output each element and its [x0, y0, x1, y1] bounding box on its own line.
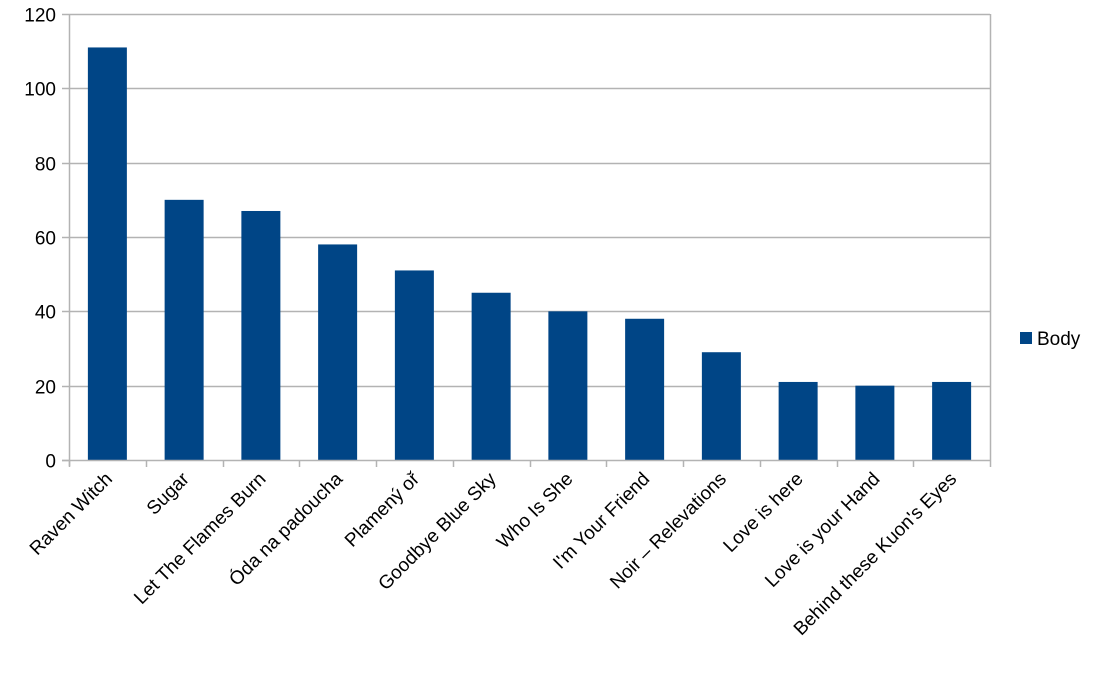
- x-tick-label: Raven Witch: [26, 469, 117, 560]
- bar: [394, 270, 434, 460]
- bars: [87, 47, 972, 461]
- x-tick-label: Sugar: [143, 468, 194, 519]
- y-tick-label: 20: [35, 378, 56, 399]
- x-tick-label: Behind these Kuon's Eyes: [790, 469, 961, 640]
- y-tick-label: 60: [35, 229, 56, 250]
- x-tick-label: Who Is She: [493, 469, 577, 553]
- bar: [625, 318, 665, 460]
- bar: [318, 244, 358, 460]
- y-tick-label: 80: [35, 155, 56, 176]
- bar: [241, 210, 281, 460]
- y-tick-label: 100: [24, 80, 56, 101]
- bar: [855, 385, 895, 460]
- axes: [62, 13, 992, 467]
- bar: [548, 311, 588, 460]
- x-tick-label: Let The Flames Burn: [130, 469, 270, 609]
- bar: [471, 292, 511, 460]
- y-tick-labels: 0 20 40 60 80 100 120: [24, 6, 56, 473]
- grid-lines: [69, 13, 990, 388]
- legend: Body: [1020, 329, 1081, 350]
- legend-label: Body: [1037, 329, 1081, 350]
- bar: [778, 381, 818, 460]
- bar: [701, 352, 741, 460]
- legend-swatch: [1020, 332, 1032, 344]
- y-tick-label: 0: [45, 452, 56, 473]
- y-tick-label: 120: [24, 6, 56, 27]
- bar: [932, 381, 972, 460]
- x-tick-label: Plamený oř: [341, 468, 424, 551]
- bar: [87, 47, 127, 460]
- bar: [164, 199, 204, 461]
- y-tick-label: 40: [35, 303, 56, 324]
